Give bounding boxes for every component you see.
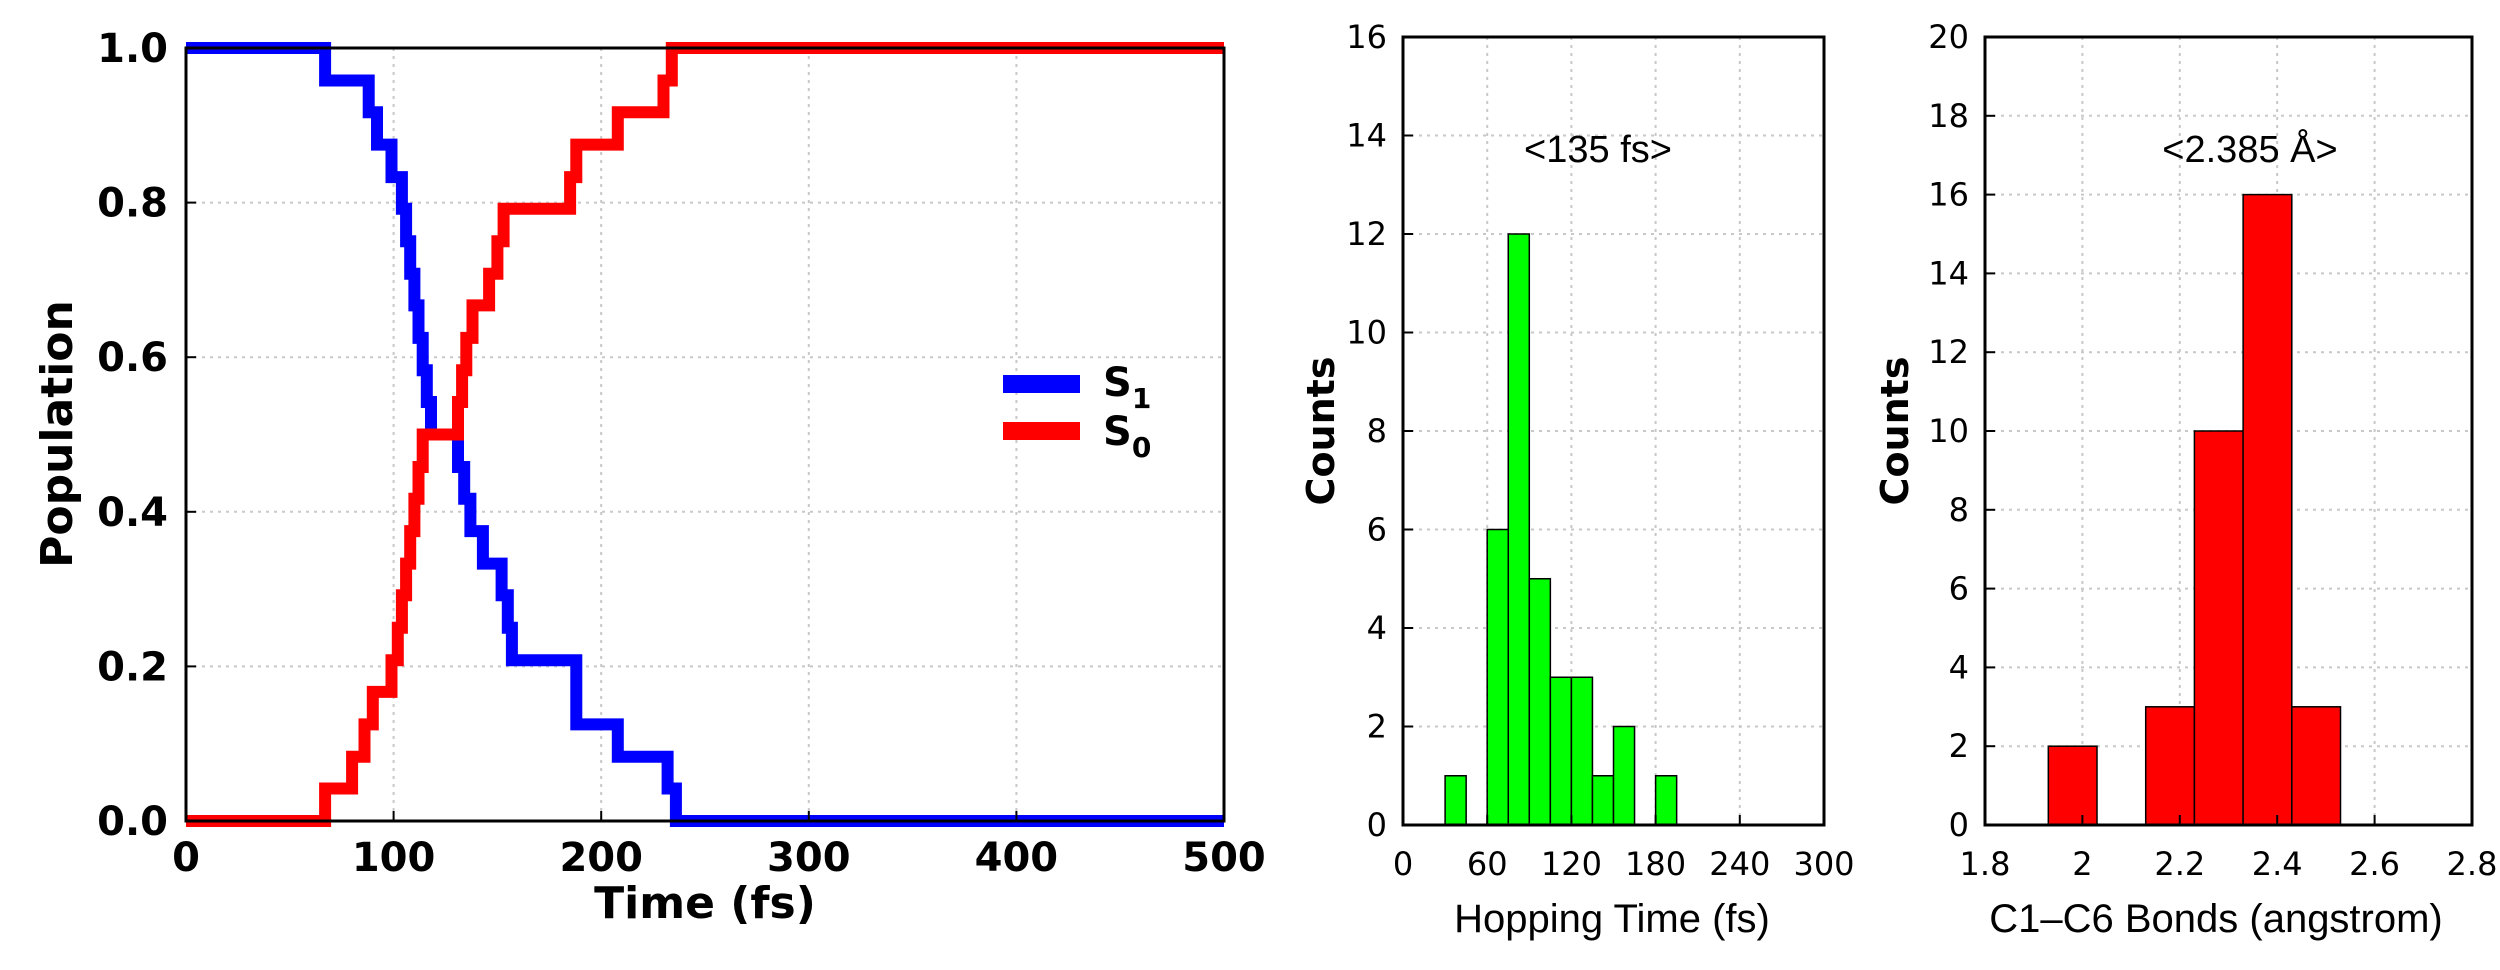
population-x-tick-label: 200 — [559, 835, 643, 881]
hopping-mean-annotation: <135 fs> — [1524, 129, 1672, 171]
p3-x-tick-label: 2.4 — [2252, 845, 2303, 883]
population-x-tick-label: 100 — [352, 835, 436, 881]
p3-y-tick-label: 4 — [1949, 648, 1969, 686]
p2-y-tick-label: 6 — [1367, 511, 1387, 549]
p2-bar — [1570, 676, 1594, 826]
population-y-tick-label: 1.0 — [97, 26, 168, 72]
bond-bars — [2047, 193, 2342, 826]
hopping-time-histogram: 0 60 120 180 240 300 0 2 4 6 8 10 12 14 16 <135 fs> Ho… — [1299, 18, 1855, 941]
p3-y-tick-label: 14 — [1928, 254, 1969, 292]
bond-mean-annotation: <2.385 Å> — [2162, 127, 2337, 171]
bond-x-axis-label: C1–C6 Bonds (angstrom) — [1989, 897, 2443, 941]
legend-label-s1: S1 — [1103, 360, 1151, 415]
p3-y-tick-label: 0 — [1949, 806, 1969, 844]
p2-y-tick-label: 12 — [1346, 215, 1387, 253]
p2-x-tick-label: 180 — [1625, 845, 1686, 883]
p3-x-tick-label: 2.6 — [2349, 845, 2400, 883]
p2-y-tick-label: 4 — [1367, 609, 1387, 647]
series-line-s0 — [186, 42, 1224, 827]
p3-y-tick-label: 20 — [1928, 18, 1969, 56]
p2-x-tick-label: 240 — [1709, 845, 1770, 883]
p3-y-tick-label: 12 — [1928, 333, 1969, 371]
population-chart: 0 100 200 300 400 500 0.0 0.2 0.4 0.6 0.8 1.0 Time … — [32, 26, 1266, 929]
p3-y-tick-label: 8 — [1949, 491, 1969, 529]
p3-x-tick-label: 2 — [2072, 845, 2092, 883]
p2-bar — [1654, 775, 1678, 826]
p2-bar — [1444, 775, 1467, 826]
population-plot-frame — [184, 46, 1226, 823]
population-y-tick-label: 0.6 — [97, 335, 168, 381]
p2-bar — [1549, 676, 1573, 826]
p2-bar — [1612, 725, 1636, 826]
p3-bar — [2144, 706, 2196, 826]
p2-x-tick-label: 300 — [1793, 845, 1854, 883]
p3-bar — [2047, 745, 2098, 826]
population-y-axis-label: Population — [32, 300, 83, 568]
p2-bar — [1528, 578, 1552, 826]
p3-y-tick-label: 16 — [1928, 176, 1969, 214]
p2-bar — [1507, 233, 1531, 826]
population-legend: S1 S0 — [1003, 360, 1151, 464]
hopping-y-axis-label: Counts — [1299, 357, 1343, 506]
p2-x-tick-label: 120 — [1541, 845, 1602, 883]
p3-y-tick-label: 2 — [1949, 727, 1969, 765]
population-y-tick-label: 0.4 — [97, 490, 168, 536]
population-y-tick-label: 0.2 — [97, 644, 168, 690]
series-line-s1 — [186, 42, 1224, 827]
p2-y-tick-label: 2 — [1367, 708, 1387, 746]
population-x-tick-label: 500 — [1182, 835, 1266, 881]
population-x-tick-label: 400 — [975, 835, 1059, 881]
p2-x-tick-label: 0 — [1393, 845, 1413, 883]
population-x-tick-label: 0 — [172, 835, 200, 881]
p3-y-tick-label: 10 — [1928, 412, 1969, 450]
p3-x-tick-label: 2.8 — [2447, 845, 2498, 883]
population-x-tick-label: 300 — [767, 835, 851, 881]
p3-x-tick-label: 2.2 — [2154, 845, 2205, 883]
bond-y-axis-label: Counts — [1873, 357, 1917, 506]
p2-bar — [1591, 775, 1615, 826]
population-y-tick-label: 0.0 — [97, 799, 168, 845]
p2-y-tick-label: 14 — [1346, 117, 1387, 155]
p3-y-tick-label: 18 — [1928, 97, 1969, 135]
p2-y-tick-label: 0 — [1367, 806, 1387, 844]
p3-bar — [2242, 193, 2293, 826]
p2-y-tick-label: 16 — [1346, 18, 1387, 56]
population-y-tick-label: 0.8 — [97, 181, 168, 227]
bond-ticks: 1.8 2 2.2 2.4 2.6 2.8 0 2 4 6 8 10 12 14 16 18 20 — [1928, 18, 2497, 883]
p3-y-tick-label: 6 — [1949, 570, 1969, 608]
population-x-axis-label: Time (fs) — [594, 878, 816, 929]
p2-y-tick-label: 10 — [1346, 314, 1387, 352]
population-ticks: 0 100 200 300 400 500 0.0 0.2 0.4 0.6 0.8 1.0 — [97, 26, 1266, 881]
p3-bar — [2291, 706, 2342, 826]
p3-x-tick-label: 1.8 — [1960, 845, 2011, 883]
p2-y-tick-label: 8 — [1367, 412, 1387, 450]
hopping-bars — [1444, 233, 1678, 826]
legend-label-s0: S0 — [1103, 409, 1151, 464]
population-series — [186, 42, 1224, 827]
hopping-ticks: 0 60 120 180 240 300 0 2 4 6 8 10 12 14 16 — [1346, 18, 1854, 883]
p2-x-tick-label: 60 — [1467, 845, 1508, 883]
p2-bar — [1486, 528, 1509, 826]
hopping-x-axis-label: Hopping Time (fs) — [1454, 897, 1770, 941]
p3-bar — [2193, 430, 2244, 826]
bond-length-histogram: 1.8 2 2.2 2.4 2.6 2.8 0 2 4 6 8 10 12 14 16 18 20 <2.385… — [1873, 18, 2497, 941]
